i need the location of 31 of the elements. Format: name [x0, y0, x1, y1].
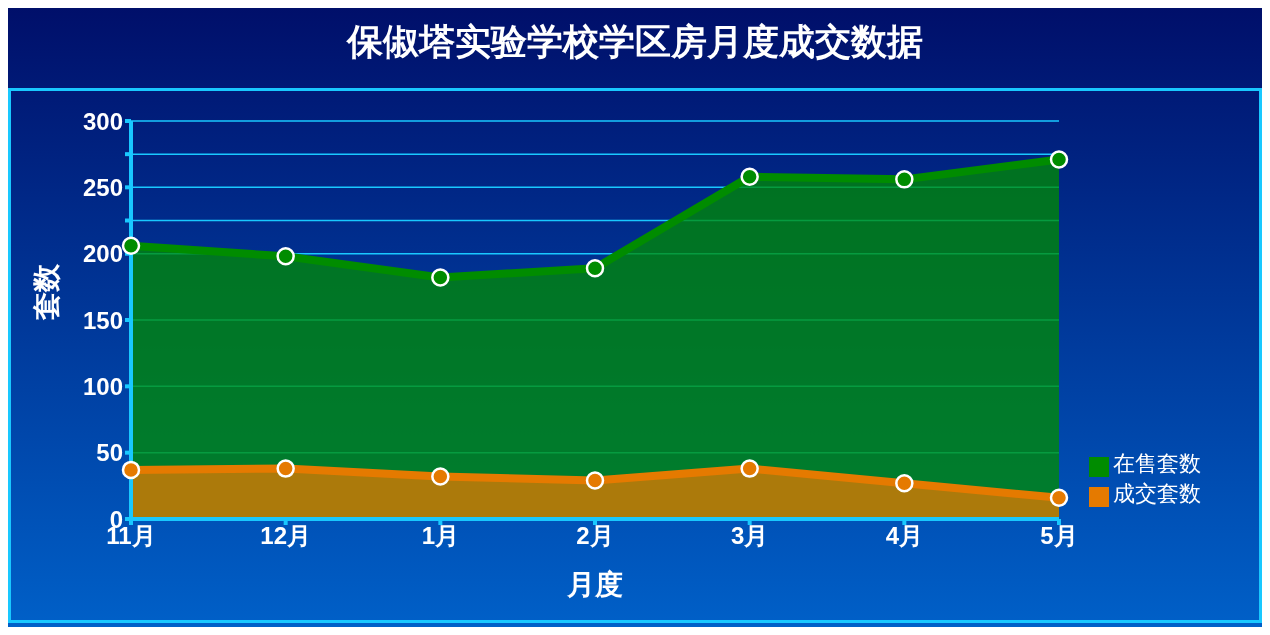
- x-axis-title: 月度: [566, 569, 623, 600]
- point: [740, 459, 759, 478]
- y-tick-label: 100: [82, 372, 123, 400]
- chart-title: 保俶塔实验学校学区房月度成交数据: [345, 20, 924, 64]
- point: [1049, 488, 1069, 508]
- x-tick-label: 5月: [1040, 522, 1078, 550]
- legend-label: 成交套数: [1113, 481, 1201, 506]
- y-tick-label: 50: [96, 439, 123, 467]
- x-tick-label: 12月: [260, 522, 312, 550]
- x-tick-label: 3月: [730, 522, 769, 550]
- x-tick-label: 2月: [576, 522, 614, 550]
- y-axis-title: 套数: [30, 263, 62, 321]
- point: [431, 467, 450, 486]
- point: [276, 459, 295, 478]
- point: [895, 473, 914, 493]
- x-tick-label: 1月: [421, 522, 460, 550]
- point: [276, 247, 295, 266]
- point: [1049, 150, 1069, 169]
- point: [740, 167, 759, 186]
- y-tick-label: 150: [82, 306, 123, 334]
- x-tick-label: 4月: [885, 522, 924, 550]
- legend-label: 在售套数: [1113, 451, 1201, 476]
- point: [585, 471, 605, 490]
- point: [431, 268, 450, 287]
- y-tick-label: 300: [82, 107, 123, 135]
- point: [121, 236, 141, 255]
- point: [121, 460, 141, 480]
- y-tick-label: 250: [82, 173, 123, 201]
- point: [585, 259, 605, 278]
- y-tick-label: 200: [82, 240, 123, 268]
- point: [895, 170, 914, 189]
